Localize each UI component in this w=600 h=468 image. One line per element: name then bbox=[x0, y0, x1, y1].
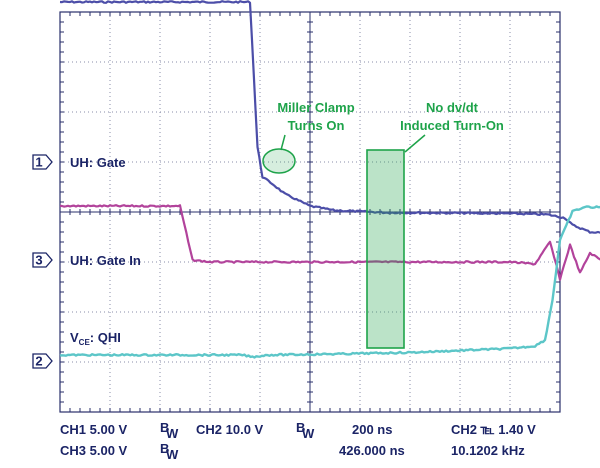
trace-uh-gate bbox=[59, 0, 600, 234]
trace-uh-gate-in bbox=[59, 204, 600, 281]
ch3-scale: CH3 5.00 V bbox=[60, 443, 128, 458]
ch1-scale: CH1 5.00 V bbox=[60, 422, 128, 437]
annotation-miller-line2: Turns On bbox=[288, 118, 345, 133]
graticule bbox=[59, 11, 561, 413]
series-label-uh-gate-in: UH: Gate In bbox=[70, 253, 141, 268]
series-label-uh-gate: UH: Gate bbox=[70, 155, 126, 170]
no-dvdt-pointer bbox=[404, 134, 426, 153]
horizontal-position: 426.000 ns bbox=[339, 443, 405, 458]
svg-text:1: 1 bbox=[35, 155, 42, 170]
ch3-marker: 3 bbox=[32, 252, 53, 268]
trigger-frequency: 10.1202 kHz bbox=[451, 443, 525, 458]
ch3-bw-mark: B bbox=[160, 441, 169, 456]
ch2-scale: CH2 10.0 V bbox=[196, 422, 264, 437]
miller-clamp-pointer bbox=[280, 134, 286, 151]
ch1-bw-mark: B bbox=[160, 420, 169, 435]
miller-clamp-ellipse bbox=[262, 148, 296, 174]
ch2-bw: W bbox=[302, 426, 315, 441]
time-per-div: 200 ns bbox=[352, 422, 392, 437]
ch3-bw: W bbox=[166, 447, 179, 462]
highlight-box bbox=[366, 149, 405, 349]
trigger-level: CH2 ℡ 1.40 V bbox=[451, 422, 536, 437]
annotation-dvdt-line1: No dv/dt bbox=[426, 100, 479, 115]
trace-vce-qhi bbox=[59, 205, 600, 359]
traces bbox=[59, 0, 600, 359]
series-label-vce-qhi: VCE: QHI bbox=[70, 330, 121, 347]
annotation-miller-line1: Miller Clamp bbox=[277, 100, 354, 115]
ch2-marker: 2 bbox=[32, 353, 53, 369]
vce-suffix: : QHI bbox=[90, 330, 121, 345]
svg-text:2: 2 bbox=[35, 354, 42, 369]
vce-subscript: CE bbox=[79, 338, 91, 347]
svg-text:3: 3 bbox=[35, 253, 42, 268]
ch1-marker: 1 bbox=[32, 154, 53, 170]
footer-readout: CH1 5.00 V B W CH2 10.0 V B W 200 ns CH2… bbox=[60, 420, 536, 462]
ch2-bw-mark: B bbox=[296, 420, 305, 435]
ch1-bw: W bbox=[166, 426, 179, 441]
annotation-dvdt-line2: Induced Turn-On bbox=[400, 118, 504, 133]
